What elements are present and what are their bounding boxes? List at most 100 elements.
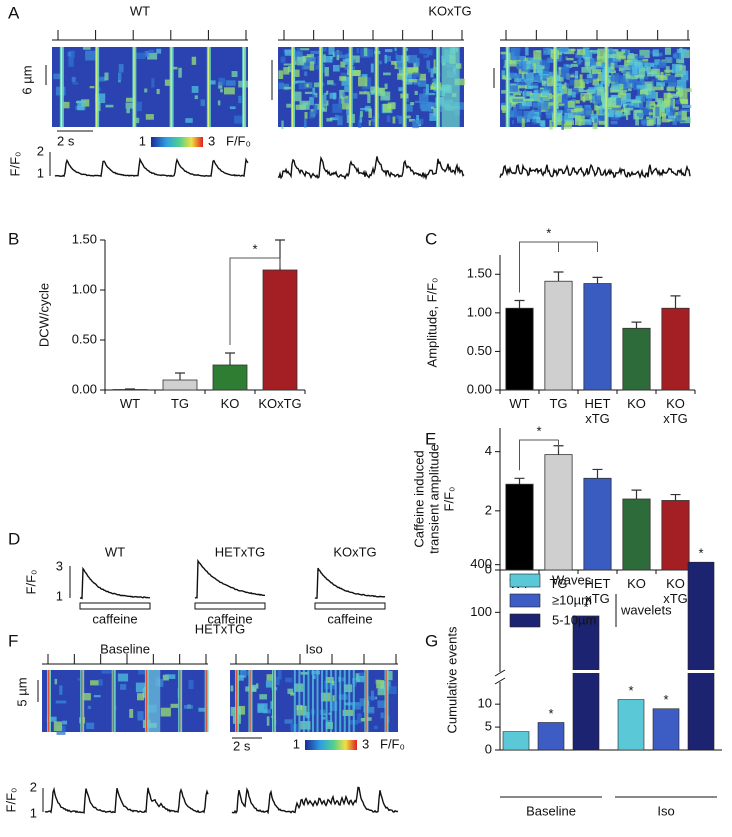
kymograph-signal [575, 52, 583, 58]
kymograph-signal [567, 101, 575, 108]
bar [544, 280, 573, 391]
kymograph-signal [331, 83, 337, 86]
kymograph-signal [309, 96, 314, 106]
kymograph-signal [404, 104, 413, 112]
kymograph-signal [191, 86, 199, 93]
kymograph-signal [408, 79, 418, 83]
kymograph-signal [656, 81, 666, 87]
kymograph-signal [85, 50, 96, 61]
kymograph-wave [403, 47, 405, 127]
trace [194, 558, 266, 599]
kymograph-signal [623, 98, 627, 108]
panel-label: D [8, 529, 20, 548]
kymograph-signal [661, 118, 670, 123]
x-tick-label: TG [171, 396, 189, 411]
kymograph-signal [439, 106, 442, 112]
kymograph-signal [310, 50, 321, 54]
axis-break-band [572, 670, 600, 673]
kymograph-signal [524, 79, 533, 90]
kymograph-wave [365, 670, 367, 732]
kymograph-wave [554, 47, 556, 127]
kymograph-signal [597, 115, 606, 124]
kymograph-signal [510, 53, 515, 60]
kymograph-wave [316, 670, 319, 732]
kymograph-signal [332, 695, 335, 702]
kymograph-signal [304, 112, 308, 119]
legend-label: Waves [552, 572, 592, 587]
kymograph-wave [385, 670, 387, 732]
kymograph-signal [655, 108, 666, 117]
trace-tick: 1 [37, 165, 44, 180]
y-axis-label: DCW/cycle [36, 283, 51, 347]
trace-ylabel: F/F₀ [23, 570, 38, 595]
kymograph-signal [303, 118, 307, 128]
kymograph-signal [516, 64, 520, 67]
kymograph-signal [352, 70, 361, 77]
kymograph-wave [325, 670, 328, 732]
trace [54, 157, 249, 178]
kymograph-signal [625, 71, 631, 81]
kymograph-signal [622, 105, 626, 108]
kymograph-signal [628, 53, 634, 59]
kymograph-signal [670, 97, 673, 108]
y-tick-label: 100 [470, 604, 492, 619]
kymograph-signal [329, 117, 339, 121]
kymograph-signal [336, 50, 340, 61]
legend-label: 5-10µm [552, 612, 596, 627]
kymograph-signal [419, 101, 422, 109]
kymograph-signal [304, 91, 313, 95]
kymograph-signal [546, 112, 554, 119]
kymograph-signal [98, 679, 103, 686]
kymograph-signal [386, 55, 392, 62]
kymograph-signal [563, 109, 571, 115]
error-bar [592, 468, 603, 479]
kymograph-signal [616, 113, 627, 117]
kymograph-signal [537, 102, 549, 110]
kymograph-signal [618, 88, 623, 95]
kymograph-signal [380, 712, 384, 719]
kymograph-signal [600, 108, 606, 115]
kymograph-signal [145, 114, 154, 120]
kymograph-signal [521, 117, 525, 128]
kymograph-signal [637, 100, 644, 109]
kymograph-signal [583, 119, 592, 125]
kymograph-wave [352, 670, 355, 732]
kymograph-signal [586, 61, 598, 65]
x-tick-label: Iso [657, 803, 674, 818]
kymograph-signal [655, 92, 658, 103]
kymograph-signal [532, 60, 543, 67]
kymograph-signal [429, 112, 439, 121]
kymograph-signal [501, 70, 505, 80]
kymograph-signal [313, 82, 323, 88]
kymograph-signal [386, 115, 391, 123]
kymograph-signal [358, 120, 362, 128]
condition-label: Baseline [100, 641, 150, 656]
kymograph-signal [558, 92, 569, 102]
kymograph-signal [576, 48, 586, 55]
kymograph-signal [328, 712, 332, 715]
error-bar [514, 477, 525, 485]
kymograph-signal [277, 670, 282, 680]
x-tick-label: KO [627, 396, 646, 411]
kymograph-signal [415, 118, 424, 125]
kymograph-signal [118, 70, 122, 81]
kymograph-signal [657, 98, 663, 109]
bar [262, 269, 298, 391]
kymograph-signal [564, 100, 571, 110]
kymograph-signal [519, 90, 523, 94]
kymograph-signal [647, 97, 653, 102]
kymograph-signal [608, 76, 614, 80]
kymograph-signal [532, 102, 540, 108]
kymograph-signal [137, 711, 144, 721]
kymograph-wave [375, 47, 377, 127]
kymograph-signal [621, 65, 626, 73]
kymograph-signal [401, 72, 412, 81]
kymograph-signal [321, 106, 325, 112]
kymograph-wave [292, 47, 294, 127]
kymograph-signal [665, 73, 671, 77]
significance-bracket [519, 439, 559, 471]
kymograph-wave [349, 47, 351, 127]
kymograph-signal [546, 77, 556, 87]
kymograph-signal [640, 93, 646, 102]
kymograph-signal [545, 47, 551, 55]
